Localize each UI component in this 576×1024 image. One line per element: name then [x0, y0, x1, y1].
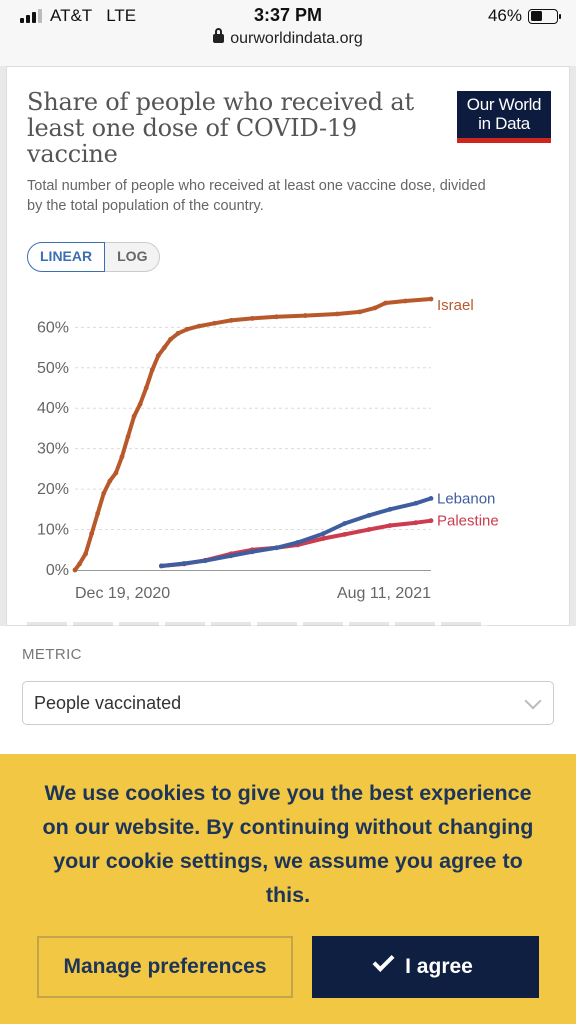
check-icon	[372, 950, 395, 972]
data-point-lebanon	[181, 561, 187, 566]
chart-subtitle: Total number of people who received at l…	[27, 178, 486, 214]
data-point-lebanon	[428, 496, 434, 501]
chart-title: Share of people who received at least on…	[27, 88, 414, 168]
data-point-israel	[89, 531, 95, 536]
data-point-israel	[211, 320, 217, 326]
data-point-lebanon	[413, 500, 419, 506]
metric-selected-value: People vaccinated	[34, 693, 182, 713]
data-point-israel	[149, 367, 155, 373]
data-point-israel	[228, 318, 234, 323]
data-point-israel	[383, 300, 388, 306]
data-point-israel	[249, 316, 255, 321]
log-toggle-button[interactable]: LOG	[105, 242, 161, 272]
data-point-israel	[101, 490, 107, 496]
data-point-palestine	[366, 527, 372, 532]
linear-toggle-button[interactable]: LINEAR	[27, 242, 106, 272]
agree-button[interactable]: I agree	[312, 936, 539, 998]
url-text: ourworldindata.org	[230, 30, 363, 47]
data-point-israel	[428, 296, 434, 302]
y-tick-label: 40%	[37, 400, 69, 417]
data-point-israel	[274, 314, 279, 320]
data-point-israel	[402, 298, 408, 304]
data-point-israel	[155, 353, 161, 359]
data-point-israel	[72, 567, 78, 573]
lock-icon	[213, 28, 225, 43]
data-point-lebanon	[387, 506, 393, 512]
status-right: 46%	[487, 6, 561, 26]
battery-icon	[528, 8, 561, 24]
y-tick-label: 30%	[37, 441, 69, 458]
data-point-israel	[168, 337, 173, 342]
data-point-israel	[119, 454, 125, 460]
y-tick-label: 20%	[37, 481, 69, 498]
address-bar[interactable]: ourworldindata.org	[0, 28, 576, 48]
y-tick-label: 0%	[46, 562, 69, 579]
data-point-palestine	[413, 520, 419, 526]
data-point-israel	[83, 551, 89, 557]
carrier-name: AT&T	[50, 6, 93, 25]
data-point-israel	[357, 309, 363, 315]
data-point-palestine	[342, 532, 348, 537]
logo-line-2: in Data	[478, 114, 530, 133]
agree-label: I agree	[405, 955, 473, 978]
y-tick-label: 50%	[37, 360, 69, 377]
chart-card: Share of people who received at least on…	[6, 66, 570, 626]
data-point-israel	[125, 434, 131, 439]
data-point-palestine	[321, 536, 326, 541]
manage-preferences-button[interactable]: Manage preferences	[37, 936, 293, 998]
data-point-lebanon	[295, 540, 301, 545]
data-point-israel	[372, 305, 378, 311]
data-point-lebanon	[321, 531, 326, 536]
x-tick-label: Dec 19, 2020	[75, 585, 170, 602]
y-tick-label: 60%	[37, 319, 69, 336]
line-chart: 0% 10% 20% 30% 40% 50% 60% Dec 19, 2020 Aug 11, …	[37, 296, 499, 602]
data-point-israel	[131, 413, 137, 419]
data-point-israel	[107, 478, 113, 484]
data-point-israel	[137, 401, 143, 407]
series-label-palestine: Palestine	[437, 513, 499, 530]
metric-panel: METRIC People vaccinated	[0, 626, 576, 754]
chevron-down-icon	[524, 692, 542, 710]
data-point-lebanon	[274, 545, 279, 551]
x-tick-label: Aug 11, 2021	[337, 585, 431, 602]
data-point-israel	[143, 385, 149, 391]
data-point-israel	[196, 323, 202, 329]
status-time: 3:37 PM	[253, 5, 323, 25]
series-label-lebanon: Lebanon	[437, 490, 495, 507]
cookie-message: We use cookies to give you the best expe…	[42, 781, 534, 907]
y-tick-label: 10%	[37, 522, 69, 539]
data-point-israel	[161, 345, 167, 350]
signal-icon	[20, 9, 42, 23]
data-point-israel	[113, 470, 119, 476]
data-point-israel	[184, 326, 190, 332]
scale-toggle: LINEAR LOG	[27, 242, 161, 272]
metric-select[interactable]: People vaccinated	[22, 681, 554, 725]
data-point-israel	[302, 313, 308, 318]
data-point-lebanon	[249, 549, 255, 555]
series-label-israel: Israel	[437, 297, 474, 314]
data-point-lebanon	[158, 563, 164, 569]
sources-text-cutoff	[27, 622, 487, 626]
status-bar: AT&T LTE 3:37 PM 46% ourworldindata.org	[0, 0, 576, 66]
data-point-israel	[77, 561, 82, 567]
data-point-palestine	[428, 518, 434, 524]
data-point-lebanon	[202, 558, 208, 564]
data-point-lebanon	[228, 553, 234, 559]
logo-line-1: Our World	[466, 95, 542, 114]
network-type: LTE	[106, 6, 137, 25]
owid-logo[interactable]: Our World in Data	[457, 91, 551, 143]
data-point-lebanon	[366, 512, 372, 518]
battery-percent: 46%	[487, 6, 522, 25]
data-point-lebanon	[342, 521, 348, 526]
metric-label: METRIC	[22, 646, 82, 663]
data-point-israel	[175, 330, 181, 336]
status-left: AT&T LTE	[20, 6, 136, 26]
cookie-banner: We use cookies to give you the best expe…	[0, 754, 576, 1024]
data-point-palestine	[387, 523, 393, 528]
data-point-israel	[95, 510, 101, 516]
data-point-israel	[334, 311, 340, 317]
